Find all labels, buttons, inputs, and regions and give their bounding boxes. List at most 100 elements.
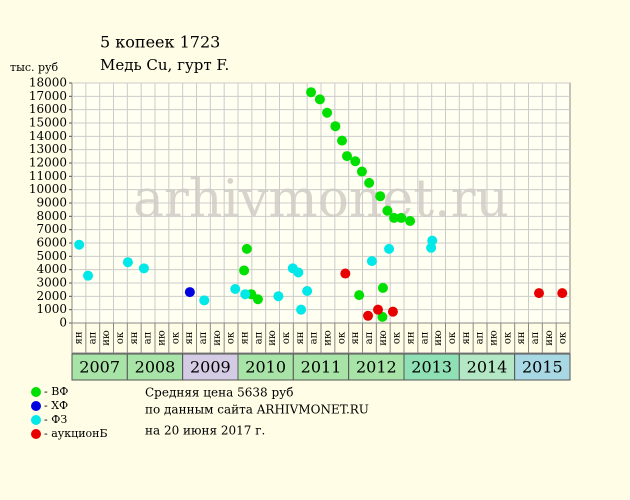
y-tick-label: 13000 (29, 142, 67, 156)
sub-row (71, 322, 571, 354)
point (184, 287, 195, 298)
note: по данным сайта ARHIVMONET.RU (145, 403, 369, 417)
x-subtick-label: ию (433, 330, 444, 346)
x-subtick-label: ок (281, 331, 292, 344)
point (534, 288, 545, 299)
chart-title: 5 копеек 1723 (100, 33, 220, 52)
point (314, 94, 325, 105)
y-tick-label: 18000 (29, 76, 67, 90)
point (342, 151, 353, 162)
point (230, 284, 241, 294)
point (240, 289, 251, 300)
x-subtick-label: ап (475, 331, 486, 344)
x-subtick-label: ию (544, 330, 555, 346)
x-subtick-label: ян (405, 331, 416, 344)
x-subtick-label: ию (378, 330, 389, 346)
y-tick-label: 1000 (36, 302, 67, 316)
y-tick-label: 10000 (29, 182, 67, 196)
y-tick-label: 3000 (36, 276, 67, 290)
year-cell (182, 353, 239, 381)
year-cell (514, 353, 571, 381)
point (252, 294, 263, 305)
year-cell (71, 353, 128, 381)
y-tick-label: 6000 (36, 236, 67, 250)
year-cell (237, 353, 294, 381)
x-tick-label: 2012 (356, 358, 397, 377)
legend-marker (31, 429, 41, 439)
point (302, 286, 313, 296)
y-tick-label: 15000 (29, 116, 67, 130)
x-subtick-label: ок (392, 331, 403, 344)
x-subtick-label: ян (184, 331, 195, 344)
point (296, 304, 307, 315)
x-subtick-label: ию (156, 330, 167, 346)
x-subtick-label: ок (170, 331, 181, 344)
y-tick-label: 17000 (29, 89, 67, 103)
x-subtick-label: ок (558, 331, 569, 344)
point (122, 257, 133, 268)
point (138, 263, 149, 274)
x-subtick-label: ап (530, 331, 541, 344)
point (354, 290, 365, 301)
point (382, 205, 393, 216)
x-tick-label: 2011 (301, 358, 342, 377)
y-tick-label: 12000 (29, 156, 67, 170)
point (74, 239, 85, 250)
legend-label: - ФЗ (44, 413, 67, 426)
year-cell (126, 353, 184, 381)
x-subtick-label: ок (115, 331, 126, 344)
point (350, 156, 361, 167)
point (293, 267, 304, 278)
y-tick-label: 4000 (36, 262, 67, 276)
y-tick-label: 9000 (36, 196, 67, 210)
x-subtick-label: ян (516, 331, 527, 344)
point (364, 177, 375, 188)
x-subtick-label: ию (267, 330, 278, 346)
note: Средняя цена 5638 руб (145, 386, 293, 400)
point (387, 306, 398, 317)
point (396, 212, 407, 223)
point (426, 242, 437, 253)
point (389, 212, 400, 223)
y-axis-label: тыс. руб (10, 61, 59, 74)
legend-label: - аукционБ (44, 427, 108, 440)
x-subtick-label: ию (212, 330, 223, 346)
point (330, 121, 341, 132)
point (340, 268, 351, 279)
point (239, 265, 250, 276)
point (377, 311, 388, 322)
x-subtick-label: ок (447, 331, 458, 344)
point (199, 295, 210, 306)
point (557, 288, 568, 299)
x-subtick-label: ян (295, 331, 306, 344)
x-tick-label: 2010 (245, 358, 286, 377)
x-subtick-label: ап (198, 331, 209, 344)
legend-marker (31, 387, 41, 397)
y-tick-label: 8000 (36, 209, 67, 223)
x-subtick-label: ок (336, 331, 347, 344)
point (306, 87, 317, 98)
legend-label: - ВФ (44, 385, 68, 398)
x-subtick-label: ян (129, 331, 140, 344)
point (366, 256, 377, 267)
x-subtick-label: ап (143, 331, 154, 344)
y-tick-label: 0 (59, 316, 67, 330)
x-tick-label: 2009 (190, 358, 231, 377)
point (405, 216, 416, 226)
point (384, 243, 395, 254)
x-subtick-label: ию (488, 330, 499, 346)
year-cell (458, 353, 516, 381)
y-tick-label: 14000 (29, 129, 67, 143)
x-subtick-label: ок (502, 331, 513, 344)
x-subtick-label: ян (239, 331, 250, 344)
x-tick-label: 2014 (467, 358, 508, 377)
x-subtick-label: ап (253, 331, 264, 344)
point (377, 282, 388, 293)
y-tick-label: 5000 (36, 249, 67, 263)
legend-marker (31, 415, 41, 425)
x-subtick-label: ап (87, 331, 98, 344)
x-subtick-label: ап (419, 331, 430, 344)
point (356, 166, 367, 177)
x-subtick-label: ян (461, 331, 472, 344)
